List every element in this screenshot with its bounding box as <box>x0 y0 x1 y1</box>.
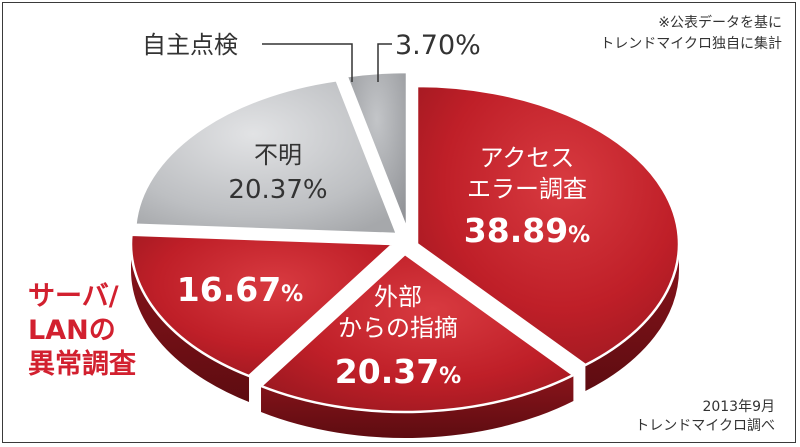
slice-value-access-number: 38.89 <box>464 211 568 250</box>
slice-value-server: 16.67% <box>177 270 303 309</box>
callout-line-left <box>262 43 353 82</box>
slice-label-access-line1: アクセス <box>480 144 575 172</box>
slice-value-external-percent: % <box>439 364 461 389</box>
credit-line2: トレンドマイクロ調べ <box>635 418 775 434</box>
slice-value-server-percent: % <box>281 282 303 307</box>
callout-leader <box>262 43 392 82</box>
slice-side-access-error <box>585 244 679 392</box>
callout-line-right <box>377 43 392 82</box>
slice-value-server-number: 16.67 <box>177 270 281 309</box>
note-line1: ※公表データを基に <box>658 14 782 31</box>
pie-tops <box>129 70 681 414</box>
slice-value-access-percent: % <box>568 223 590 248</box>
slice-label-unknown: 不明 <box>254 141 302 169</box>
slice-server-lan <box>129 233 395 378</box>
slice-value-unknown: 20.37% <box>228 175 327 205</box>
slice-access-error <box>415 84 681 367</box>
slice-label-external-line1: 外部 <box>374 283 422 311</box>
slice-labels: アクセス エラー調査 38.89% 外部 からの指摘 20.37% 16.67%… <box>177 141 590 391</box>
side-label-line3: 異常調査 <box>28 348 136 380</box>
slice-label-external-line2: からの指摘 <box>338 314 458 342</box>
side-label-line1: サーバ/ <box>28 281 119 312</box>
slice-side-external-report <box>261 375 574 439</box>
callout-label: 自主点検 <box>142 31 238 59</box>
slice-unknown <box>134 79 399 236</box>
slice-value-external-number: 20.37 <box>335 352 439 391</box>
side-label: サーバ/ LANの 異常調査 <box>28 281 136 380</box>
slice-external-report <box>259 252 575 414</box>
slice-self-check <box>345 70 409 232</box>
slice-value-access: 38.89% <box>464 211 590 250</box>
note-line2: トレンドマイクロ独自に集計 <box>600 35 782 52</box>
credit-line1: 2013年9月 <box>702 399 775 415</box>
callout-value: 3.70% <box>395 30 481 61</box>
side-label-line2: LANの <box>28 315 116 346</box>
slice-label-access-line2: エラー調査 <box>467 175 587 203</box>
slice-value-external: 20.37% <box>335 352 461 391</box>
